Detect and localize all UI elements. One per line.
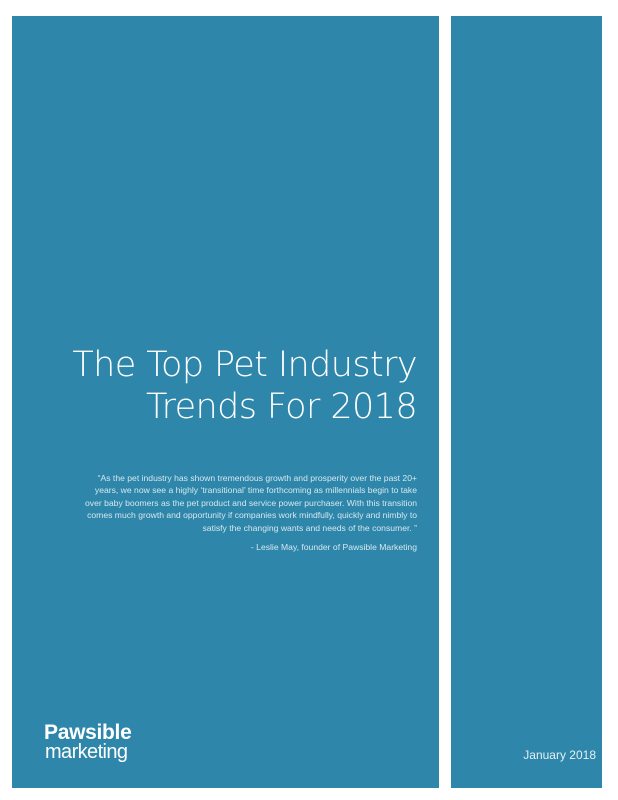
quote-line: over baby boomers as the pet product and… [85, 497, 417, 508]
pawsible-marketing-logo: Pawsible marketing [44, 721, 132, 763]
quote-line: satisfy the changing wants and needs of … [202, 522, 418, 533]
publication-date: January 2018 [523, 748, 596, 762]
quote-line: comes much growth and opportunity if com… [87, 510, 417, 521]
logo-wordmark-bottom: marketing [45, 741, 128, 763]
cover-title: The Top Pet Industry Trends For 2018 [17, 344, 417, 428]
cover-title-line-2: Trends For 2018 [145, 387, 418, 427]
cover-side-panel [451, 16, 602, 788]
cover-main-panel: The Top Pet Industry Trends For 2018 “As… [12, 16, 439, 788]
founder-quote: “As the pet industry has shown tremendou… [72, 472, 417, 534]
logo-wordmark-top: Pawsible [44, 721, 132, 744]
cover-title-line-1: The Top Pet Industry [72, 345, 417, 385]
quote-line: years, we now see a highly ‘transitional… [94, 485, 417, 496]
quote-line: “As the pet industry has shown tremendou… [97, 473, 417, 483]
quote-attribution: - Leslie May, founder of Pawsible Market… [250, 542, 417, 552]
